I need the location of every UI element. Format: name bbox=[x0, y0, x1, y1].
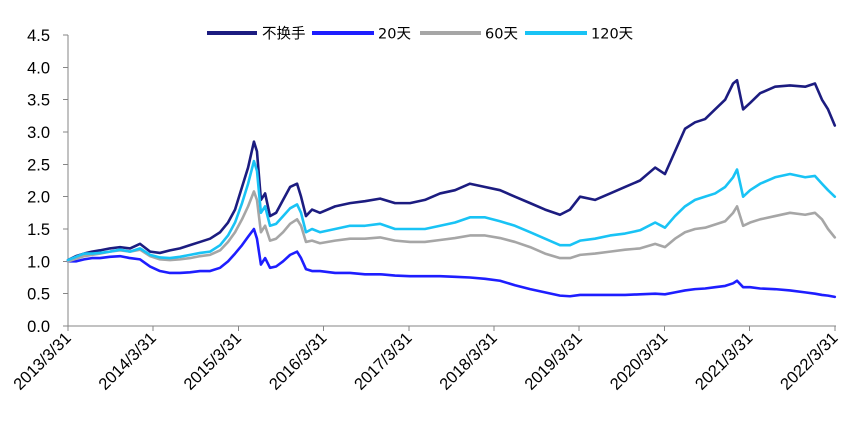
y-tick-label: 2.0 bbox=[27, 189, 50, 207]
legend-label-20-day: 20天 bbox=[378, 27, 411, 43]
x-tick-label: 2017/3/31 bbox=[351, 329, 416, 394]
y-tick-label: 0.0 bbox=[27, 318, 50, 336]
series-line-20-day bbox=[66, 227, 837, 299]
x-tick-label: 2021/3/31 bbox=[692, 329, 757, 394]
x-tick-label: 2014/3/31 bbox=[95, 329, 160, 394]
x-tick-label: 2013/3/31 bbox=[10, 329, 75, 394]
y-tick-label: 0.5 bbox=[27, 286, 50, 304]
x-ticks: 2013/3/31 2014/3/31 2015/3/31 2016/3/31 2017… bbox=[10, 326, 841, 394]
legend: 不换手 20天 60天 120天 bbox=[207, 26, 633, 43]
series-line-120-day bbox=[66, 159, 837, 262]
x-tick-label: 2018/3/31 bbox=[436, 329, 501, 394]
legend-label-60-day: 60天 bbox=[485, 27, 518, 43]
x-tick-label: 2020/3/31 bbox=[607, 329, 672, 394]
x-tick-label: 2015/3/31 bbox=[180, 329, 245, 394]
y-tick-label: 4.0 bbox=[27, 59, 50, 77]
y-tick-label: 1.0 bbox=[27, 253, 50, 271]
y-tick-label: 2.5 bbox=[27, 156, 50, 174]
x-tick-label: 2016/3/31 bbox=[266, 329, 331, 394]
y-tick-label: 3.5 bbox=[27, 92, 50, 110]
axes bbox=[67, 35, 836, 327]
y-ticks: 0.0 0.5 1.0 1.5 2.0 2.5 3.0 3.5 4.0 4.5 bbox=[27, 27, 68, 336]
x-tick-label: 2019/3/31 bbox=[521, 329, 586, 394]
legend-label-120-day: 120天 bbox=[591, 27, 633, 43]
y-tick-label: 4.5 bbox=[27, 27, 50, 45]
series-line-60-day bbox=[66, 190, 837, 263]
series-group bbox=[66, 78, 837, 299]
legend-label-no-turnover: 不换手 bbox=[262, 26, 306, 43]
y-tick-label: 1.5 bbox=[27, 221, 50, 239]
series-line-no-turnover bbox=[66, 78, 837, 262]
x-tick-label: 2022/3/31 bbox=[777, 329, 841, 394]
y-tick-label: 3.0 bbox=[27, 124, 50, 142]
